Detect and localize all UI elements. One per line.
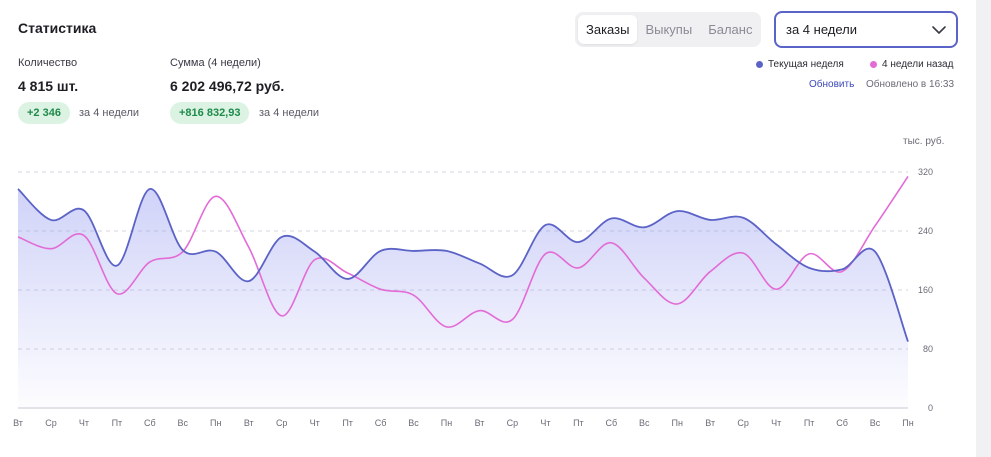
x-tick-label: Сб (144, 418, 156, 428)
card-title: Статистика (18, 20, 97, 36)
sum-delta-period: за 4 недели (259, 107, 320, 119)
x-tick-label: Сб (375, 418, 387, 428)
sum-delta-badge: +816 832,93 (170, 102, 250, 124)
x-tick-label: Ср (507, 418, 519, 428)
updated-time: Обновлено в 16:33 (866, 79, 955, 90)
x-tick-label: Пт (573, 418, 584, 428)
x-tick-label: Пн (441, 418, 452, 428)
tab-orders[interactable]: Заказы (578, 15, 638, 44)
x-tick-label: Вт (244, 418, 254, 428)
y-tick-label: 80 (923, 344, 933, 354)
x-tick-label: Чт (310, 418, 320, 428)
x-tick-label: Пн (210, 418, 221, 428)
refresh-link[interactable]: Обновить (809, 79, 855, 90)
quantity-delta-period: за 4 недели (79, 107, 140, 119)
y-axis-unit: тыс. руб. (903, 136, 945, 147)
period-select[interactable]: за 4 недели (774, 11, 958, 48)
x-tick-label: Ср (276, 418, 288, 428)
y-tick-label: 160 (918, 285, 933, 295)
x-tick-label: Вс (408, 418, 419, 428)
legend-dot-previous (870, 61, 877, 68)
sales-area-chart: 0 80 160 240 320 Вт Ср Чт Пт Сб Вс Пн Вт Ср Чт Пт Сб Вс П… (13, 167, 933, 428)
x-tick-label: Сб (836, 418, 848, 428)
previous-weeks-line (17, 175, 909, 328)
x-tick-label: Вс (870, 418, 881, 428)
legend-item-current: Текущая неделя (756, 59, 844, 70)
x-tick-label: Вс (639, 418, 650, 428)
x-tick-label: Ср (737, 418, 749, 428)
x-tick-label: Пт (112, 418, 123, 428)
x-tick-label: Пн (902, 418, 913, 428)
x-tick-label: Вс (178, 418, 189, 428)
tab-balance[interactable]: Баланс (708, 22, 753, 37)
legend-dot-current (756, 61, 763, 68)
legend-item-previous: 4 недели назад (870, 59, 953, 70)
metric-tabs: Заказы Выкупы Баланс (575, 12, 761, 47)
y-tick-label: 320 (918, 167, 933, 177)
legend-label-previous: 4 недели назад (882, 59, 954, 70)
current-week-area (18, 188, 908, 408)
x-tick-label: Вт (475, 418, 485, 428)
x-tick-label: Пт (804, 418, 815, 428)
x-tick-label: Пн (672, 418, 683, 428)
quantity-delta-badge: +2 346 (18, 102, 70, 124)
x-tick-label: Чт (79, 418, 89, 428)
tab-buyouts[interactable]: Выкупы (645, 22, 693, 37)
quantity-label: Количество (18, 57, 78, 69)
period-select-value: за 4 недели (786, 22, 857, 37)
legend-label-current: Текущая неделя (768, 59, 844, 70)
x-tick-label: Вт (13, 418, 23, 428)
x-tick-label: Ср (45, 418, 57, 428)
quantity-value: 4 815 шт. (18, 78, 79, 94)
y-tick-label: 240 (918, 226, 933, 236)
x-tick-label: Пт (342, 418, 353, 428)
sum-value: 6 202 496,72 руб. (170, 78, 285, 94)
sum-label: Сумма (4 недели) (170, 57, 261, 69)
x-tick-label: Чт (771, 418, 781, 428)
y-tick-label: 0 (928, 403, 933, 413)
chevron-down-icon (932, 25, 946, 34)
x-tick-label: Сб (606, 418, 618, 428)
x-tick-label: Чт (540, 418, 550, 428)
current-week-line (17, 188, 909, 342)
x-tick-label: Вт (705, 418, 715, 428)
